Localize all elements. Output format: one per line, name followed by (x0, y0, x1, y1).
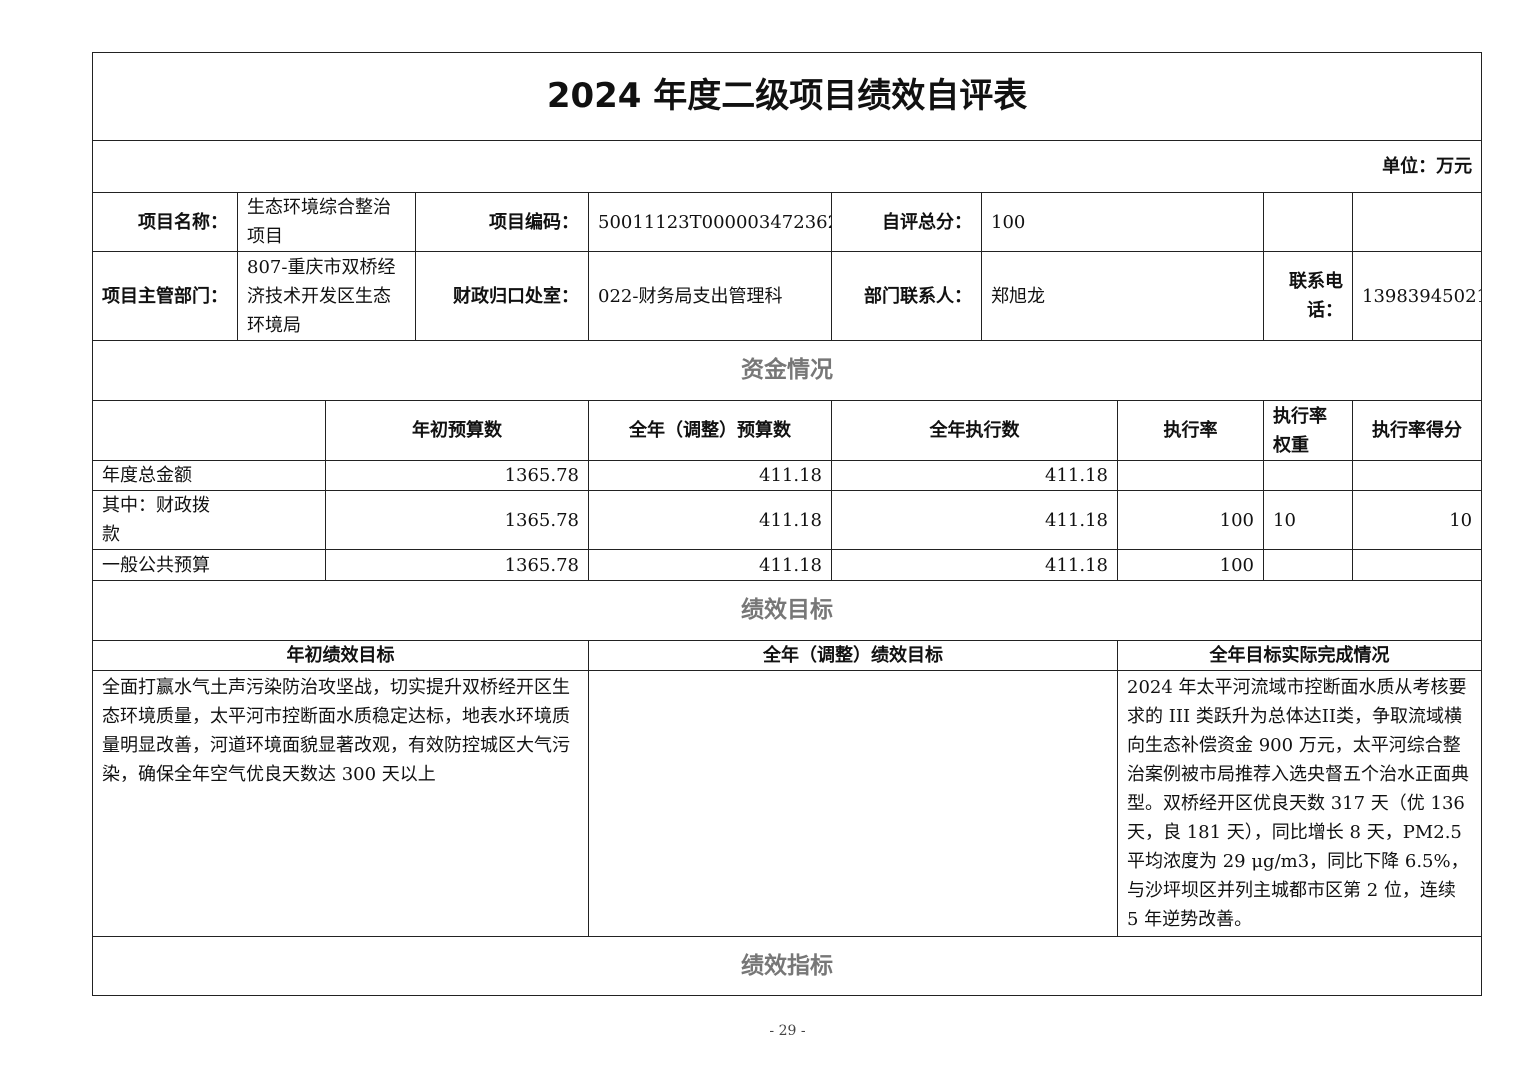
rate-weight (1263, 549, 1353, 581)
dept-label: 项目主管部门： (92, 251, 238, 341)
initial-budget: 1365.78 (325, 490, 589, 550)
score-label: 自评总分： (831, 192, 982, 252)
finance-value: 022-财务局支出管理科 (588, 251, 832, 341)
adjusted-goal-text (588, 670, 1118, 937)
score-value: 100 (981, 192, 1264, 252)
rate-score (1351, 549, 1483, 581)
executed-amount: 411.18 (831, 490, 1118, 550)
execution-rate: 100 (1117, 549, 1264, 581)
dept-value: 807-重庆市双桥经济技术开发区生态环境局 (237, 251, 416, 341)
funding-row: 其中：财政拨款 1365.78 411.18 411.18 100 10 10 (92, 490, 1483, 550)
empty-cell (1351, 192, 1483, 252)
project-code-label: 项目编码： (415, 192, 589, 252)
goals-section-title: 绩效目标 (91, 580, 1483, 641)
row-label: 一般公共预算 (92, 549, 326, 581)
funding-section-title: 资金情况 (91, 340, 1483, 401)
phone-label: 联系电话： (1263, 251, 1353, 341)
execution-rate (1117, 460, 1264, 491)
project-code: 50011123T000003472362 (588, 192, 832, 252)
row-label: 年度总金额 (92, 460, 326, 491)
rate-score (1351, 460, 1483, 491)
rate-weight (1263, 460, 1353, 491)
initial-budget: 1365.78 (325, 549, 589, 581)
initial-budget: 1365.78 (325, 460, 589, 491)
adjusted-budget: 411.18 (588, 490, 832, 550)
project-name: 生态环境综合整治项目 (237, 192, 416, 252)
funding-row: 一般公共预算 1365.78 411.18 411.18 100 (92, 549, 1483, 581)
finance-label: 财政归口处室： (415, 251, 589, 341)
page-number: - 29 - (769, 1023, 806, 1039)
funding-header: 全年执行数 (831, 400, 1118, 461)
phone-value: 13983945021 (1351, 251, 1483, 341)
execution-rate: 100 (1117, 490, 1264, 550)
funding-header: 执行率 (1117, 400, 1264, 461)
funding-header: 执行率得分 (1351, 400, 1483, 461)
empty-cell (92, 400, 326, 461)
adjusted-budget: 411.18 (588, 460, 832, 491)
funding-header: 年初预算数 (325, 400, 589, 461)
initial-goal-text: 全面打赢水气土声污染防治攻坚战，切实提升双桥经开区生态环境质量，太平河市控断面水… (92, 670, 589, 937)
unit-label: 单位：万元 (91, 140, 1483, 193)
adjusted-budget: 411.18 (588, 549, 832, 581)
self-evaluation-table: 2024 年度二级项目绩效自评表 单位：万元 项目名称： 生态环境综合整治项目 … (91, 52, 1483, 996)
goals-header: 全年（调整）绩效目标 (588, 640, 1118, 671)
indicators-section-title: 绩效指标 (91, 936, 1483, 996)
goals-header: 全年目标实际完成情况 (1116, 640, 1483, 671)
row-label: 其中：财政拨款 (92, 490, 326, 550)
empty-cell (1263, 192, 1353, 252)
actual-completion-text: 2024 年太平河流域市控断面水质从考核要求的 III 类跃升为总体达II类，争… (1116, 670, 1483, 937)
executed-amount: 411.18 (831, 549, 1118, 581)
contact-value: 郑旭龙 (981, 251, 1264, 341)
rate-score: 10 (1351, 490, 1483, 550)
contact-label: 部门联系人： (831, 251, 982, 341)
page-title: 2024 年度二级项目绩效自评表 (91, 52, 1483, 141)
project-name-label: 项目名称： (92, 192, 238, 252)
funding-header: 执行率权重 (1263, 400, 1353, 461)
funding-header: 全年（调整）预算数 (588, 400, 832, 461)
goals-header: 年初绩效目标 (92, 640, 589, 671)
rate-weight: 10 (1263, 490, 1353, 550)
executed-amount: 411.18 (831, 460, 1118, 491)
funding-row: 年度总金额 1365.78 411.18 411.18 (92, 460, 1483, 491)
